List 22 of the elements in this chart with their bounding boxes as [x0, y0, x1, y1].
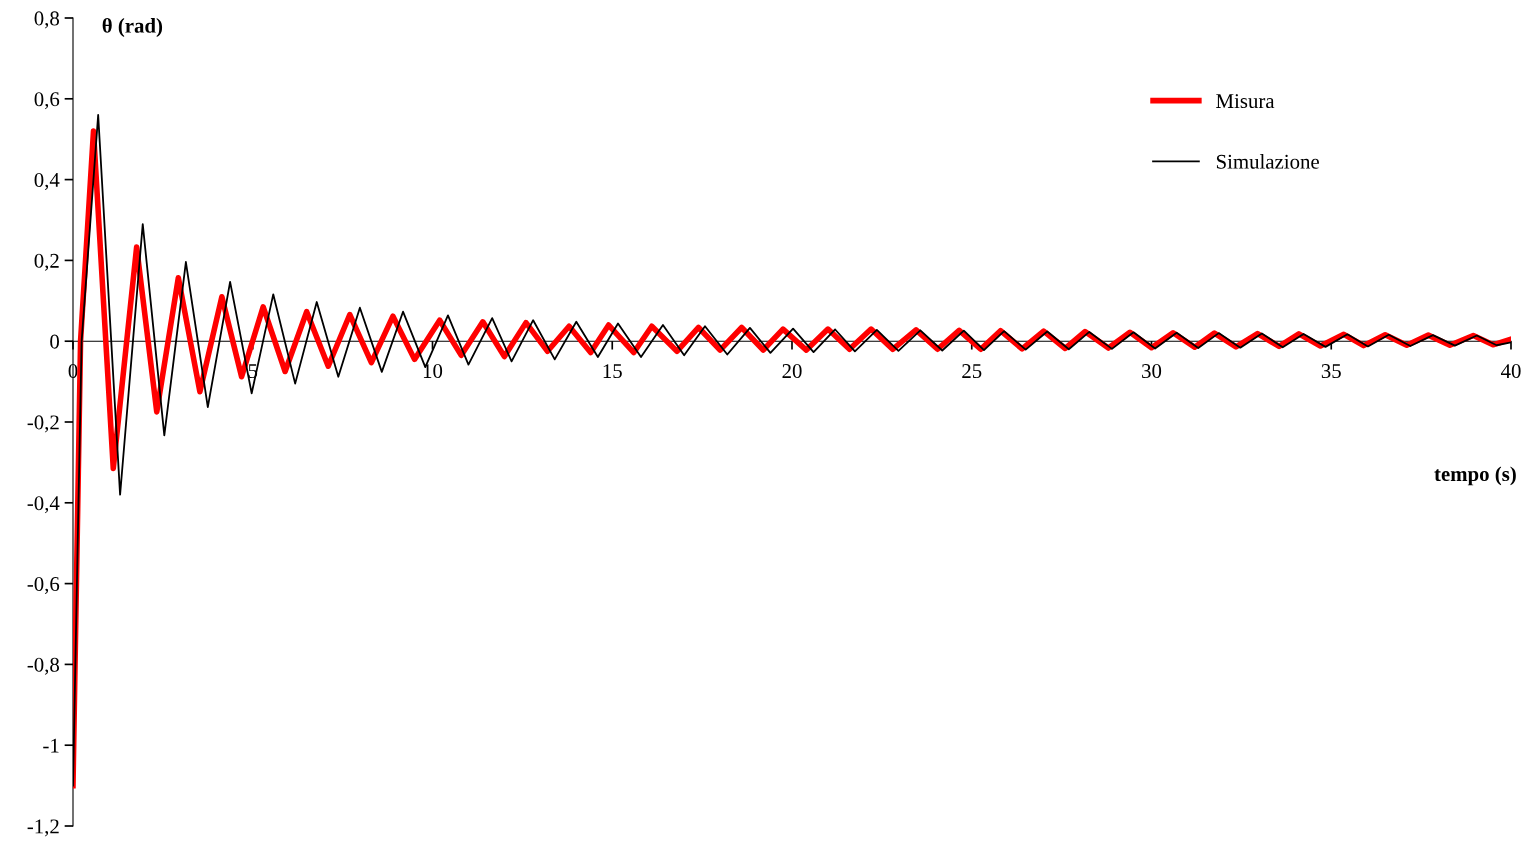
legend-label: Misura [1216, 94, 1275, 109]
y-tick-label: -0,2 [27, 415, 59, 433]
legend-label: Simulazione [1216, 154, 1319, 169]
y-tick-label: 0,8 [34, 11, 60, 29]
x-tick-label: 10 [423, 364, 443, 379]
y-axis-title: θ (rad) [102, 18, 163, 37]
y-tick-label: -1,2 [27, 819, 59, 837]
x-tick-label: 15 [603, 364, 622, 379]
y-tick-label: -0,6 [27, 576, 60, 595]
y-tick-label: -0,4 [27, 496, 60, 514]
x-tick-label: 25 [962, 364, 982, 379]
y-tick-label: 0,2 [34, 253, 59, 271]
x-tick-label: 40 [1500, 364, 1521, 379]
y-tick-label: 0,4 [34, 172, 60, 191]
x-axis-title: tempo (s) [1434, 466, 1516, 486]
x-tick-label: 30 [1142, 364, 1162, 379]
x-tick-label: 20 [782, 364, 802, 379]
y-tick-label: -1 [43, 738, 59, 753]
y-tick-label: 0,6 [34, 92, 60, 110]
x-tick-label: 35 [1321, 364, 1341, 379]
y-tick-label: 0 [50, 334, 60, 349]
y-tick-label: -0,8 [27, 657, 60, 675]
